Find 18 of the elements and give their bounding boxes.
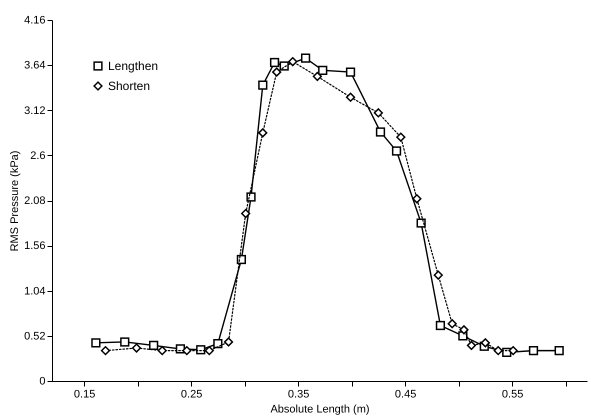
legend-label: Shorten xyxy=(108,79,150,93)
y-tick-label: 1.56 xyxy=(24,240,46,252)
y-tick-label: 3.64 xyxy=(24,60,46,72)
y-axis-title: RMS Pressure (kPa) xyxy=(9,150,22,252)
y-tick-label: 2.6 xyxy=(30,150,46,162)
x-tick-label: 0.55 xyxy=(502,388,524,400)
y-tick-label: 2.08 xyxy=(24,195,46,207)
legend-label: Lengthen xyxy=(108,59,158,73)
x-axis-title: Absolute Length (m) xyxy=(270,404,370,416)
x-tick-label: 0.35 xyxy=(288,388,310,400)
y-tick-label: 0 xyxy=(39,376,46,388)
x-tick-label: 0.45 xyxy=(394,388,416,400)
x-tick-label: 0.25 xyxy=(180,388,202,400)
x-tick-label: 0.15 xyxy=(74,388,96,400)
y-tick-label: 1.04 xyxy=(24,285,46,298)
y-tick-label: 4.16 xyxy=(24,14,46,26)
y-tick-label: 0.52 xyxy=(24,330,46,342)
y-tick-label: 3.12 xyxy=(24,104,46,117)
